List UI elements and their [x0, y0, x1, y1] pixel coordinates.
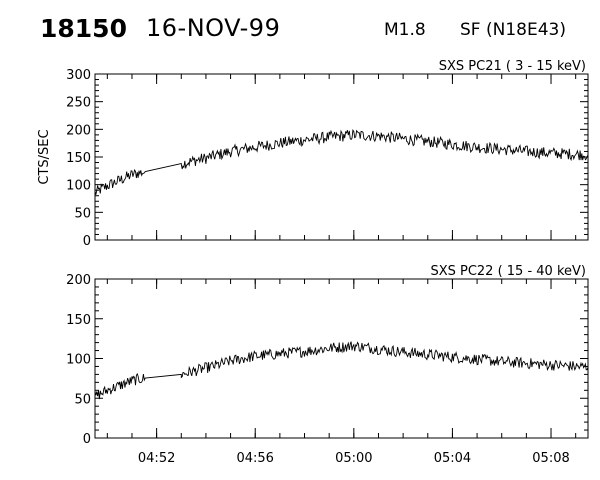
series-line: [94, 341, 589, 400]
event-date: 16-NOV-99: [146, 14, 281, 42]
y-tick-label: 150: [66, 313, 91, 328]
y-tick-label: 200: [66, 123, 91, 138]
y-tick-label: 50: [74, 392, 91, 407]
y-tick-label: 0: [83, 234, 91, 249]
panel-title: SXS PC22 ( 15 - 40 keV): [430, 264, 586, 279]
x-tick-label: 05:04: [434, 451, 471, 466]
y-tick-label: 300: [66, 68, 91, 83]
event-id: 18150: [40, 14, 127, 43]
x-tick-label: 04:52: [138, 451, 175, 466]
flare-location: SF (N18E43): [460, 20, 566, 40]
x-tick-label: 05:00: [335, 451, 372, 466]
x-tick-label: 04:56: [236, 451, 273, 466]
x-tick-label: 05:08: [532, 451, 569, 466]
y-axis-label: CTS/SEC: [37, 129, 52, 184]
y-tick-label: 50: [74, 206, 91, 221]
series-line: [94, 129, 589, 195]
panel-title: SXS PC21 ( 3 - 15 keV): [439, 59, 586, 74]
y-tick-label: 200: [66, 273, 91, 288]
plot-frame: [94, 73, 589, 241]
y-tick-label: 0: [83, 432, 91, 447]
y-tick-label: 150: [66, 151, 91, 166]
y-tick-label: 250: [66, 96, 91, 111]
flare-class: M1.8: [384, 20, 426, 40]
plot-frame: [94, 278, 589, 439]
y-tick-label: 100: [66, 179, 91, 194]
y-tick-label: 100: [66, 353, 91, 368]
